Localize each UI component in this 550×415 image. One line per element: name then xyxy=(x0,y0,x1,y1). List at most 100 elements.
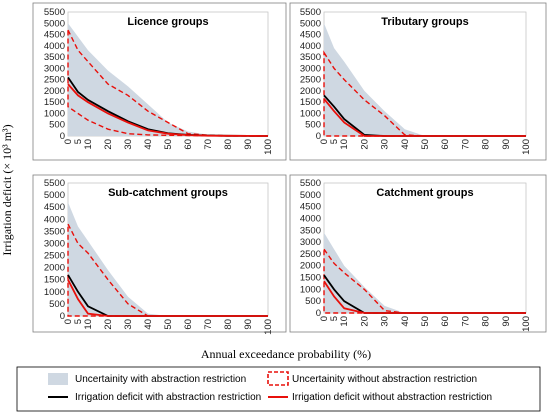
y-tick-label: 5500 xyxy=(44,7,65,18)
x-tick-label: 50 xyxy=(163,319,174,330)
y-tick-label: 500 xyxy=(49,120,65,131)
y-tick-label: 3500 xyxy=(300,225,321,236)
y-tick-label: 0 xyxy=(60,131,65,142)
y-axis-label: Irrigation deficit (× 10³ m³) xyxy=(0,124,14,255)
x-tick-label: 70 xyxy=(203,319,214,330)
x-tick-label: 50 xyxy=(163,139,174,150)
x-tick-label: 90 xyxy=(501,316,512,327)
x-tick-label: 30 xyxy=(380,316,391,327)
x-tick-label: 100 xyxy=(521,316,532,332)
chart-panel: 0500100015002000250030003500400045005000… xyxy=(32,174,287,335)
legend-swatch-band-without xyxy=(267,371,289,386)
y-tick-label: 3500 xyxy=(44,52,65,63)
y-tick-label: 3500 xyxy=(300,52,321,63)
y-tick-label: 1500 xyxy=(44,275,65,286)
y-tick-label: 3000 xyxy=(44,239,65,250)
y-tick-label: 4000 xyxy=(44,41,65,52)
x-tick-label: 60 xyxy=(183,139,194,150)
x-tick-label: 0 xyxy=(319,316,330,321)
y-tick-label: 3500 xyxy=(44,226,65,237)
y-tick-label: 4500 xyxy=(44,202,65,213)
y-tick-label: 4000 xyxy=(300,41,321,52)
x-tick-label: 30 xyxy=(380,139,391,150)
y-tick-label: 1000 xyxy=(44,109,65,120)
panel-title: Licence groups xyxy=(127,16,208,28)
y-tick-label: 2500 xyxy=(300,75,321,86)
y-tick-label: 4500 xyxy=(300,202,321,213)
x-tick-label: 40 xyxy=(400,139,411,150)
y-tick-label: 1500 xyxy=(300,97,321,108)
y-tick-label: 1500 xyxy=(44,97,65,108)
x-tick-label: 30 xyxy=(123,139,134,150)
y-tick-label: 2500 xyxy=(44,75,65,86)
y-tick-label: 500 xyxy=(305,296,321,307)
x-tick-label: 60 xyxy=(440,139,451,150)
x-tick-label: 5 xyxy=(73,139,84,144)
legend-label-band-without: Uncertainity without abstraction restric… xyxy=(292,374,477,385)
x-tick-label: 40 xyxy=(143,319,154,330)
y-tick-label: 500 xyxy=(49,299,65,310)
chart-panel: 0500100015002000250030003500400045005000… xyxy=(289,174,547,333)
y-tick-label: 3000 xyxy=(300,63,321,74)
panel-title: Catchment groups xyxy=(376,187,473,199)
x-tick-label: 20 xyxy=(359,139,370,150)
x-tick-label: 0 xyxy=(319,139,330,144)
y-tick-label: 500 xyxy=(305,120,321,131)
y-tick-label: 2500 xyxy=(44,251,65,262)
y-tick-label: 1500 xyxy=(300,273,321,284)
x-tick-label: 10 xyxy=(339,316,350,327)
x-tick-label: 90 xyxy=(243,139,254,150)
y-tick-label: 5000 xyxy=(300,18,321,29)
y-tick-label: 4500 xyxy=(300,30,321,41)
y-tick-label: 4500 xyxy=(44,30,65,41)
legend-swatch-band-with xyxy=(48,373,68,385)
x-tick-label: 60 xyxy=(440,316,451,327)
y-tick-label: 2000 xyxy=(300,261,321,272)
x-tick-label: 5 xyxy=(329,316,340,321)
x-tick-label: 40 xyxy=(400,316,411,327)
x-tick-label: 80 xyxy=(481,316,492,327)
x-tick-label: 50 xyxy=(420,139,431,150)
line-without-restriction xyxy=(67,83,269,137)
y-tick-label: 4000 xyxy=(300,214,321,225)
legend-label-line-without: Irrigation deficit without abstraction r… xyxy=(292,392,492,403)
x-tick-label: 80 xyxy=(223,139,234,150)
y-tick-label: 1000 xyxy=(300,284,321,295)
y-tick-label: 4000 xyxy=(44,214,65,225)
band-with-restriction xyxy=(68,23,268,136)
chart-panel: 0500100015002000250030003500400045005000… xyxy=(289,2,547,161)
x-tick-label: 20 xyxy=(103,319,114,330)
panel-title: Tributary groups xyxy=(381,16,468,28)
x-tick-label: 0 xyxy=(63,139,74,144)
x-tick-label: 100 xyxy=(521,139,532,155)
line-without-restriction xyxy=(67,279,268,317)
x-tick-label: 10 xyxy=(339,139,350,150)
x-tick-label: 10 xyxy=(83,319,94,330)
x-tick-label: 80 xyxy=(481,139,492,150)
x-tick-label: 100 xyxy=(263,139,274,155)
y-tick-label: 5000 xyxy=(44,18,65,29)
x-tick-label: 70 xyxy=(203,139,214,150)
y-tick-label: 5500 xyxy=(300,7,321,18)
x-tick-label: 20 xyxy=(103,139,114,150)
legend-label-line-with: Irrigation deficit with abstraction rest… xyxy=(75,392,261,403)
x-tick-label: 70 xyxy=(460,316,471,327)
panel-title: Sub-catchment groups xyxy=(108,187,228,199)
x-tick-label: 60 xyxy=(183,319,194,330)
line-without-restriction xyxy=(323,280,526,314)
y-tick-label: 0 xyxy=(316,308,321,319)
y-tick-label: 2500 xyxy=(300,249,321,260)
y-tick-label: 5000 xyxy=(44,190,65,201)
band-with-restriction xyxy=(324,232,526,313)
line-without-restriction xyxy=(323,98,526,137)
x-tick-label: 5 xyxy=(329,139,340,144)
x-tick-label: 30 xyxy=(123,319,134,330)
chart-panel: 0500100015002000250030003500400045005000… xyxy=(32,2,287,161)
x-tick-label: 10 xyxy=(83,139,94,150)
x-tick-label: 100 xyxy=(263,319,274,335)
y-tick-label: 2000 xyxy=(44,86,65,97)
y-tick-label: 2000 xyxy=(44,263,65,274)
y-tick-label: 2000 xyxy=(300,86,321,97)
y-tick-label: 0 xyxy=(316,131,321,142)
